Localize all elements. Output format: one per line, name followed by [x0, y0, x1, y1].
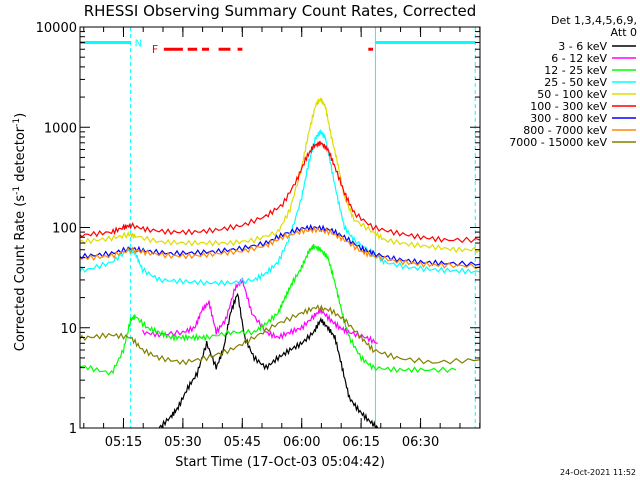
legend-header-2: Att 0 [611, 26, 637, 39]
series-6-12-kev [141, 277, 378, 345]
legend-label-50-100-kev: 50 - 100 keV [537, 88, 607, 101]
x-tick-label: 05:30 [164, 435, 201, 450]
y-tick-label: 1000 [44, 121, 77, 136]
series-12-25-kev [80, 243, 457, 376]
legend-label-6-12-kev: 6 - 12 keV [551, 52, 607, 65]
flare-label: F [152, 43, 158, 56]
x-axis-label: Start Time (17-Oct-03 05:04:42) [175, 455, 385, 470]
night-label: N [135, 39, 142, 50]
x-tick-label: 05:45 [224, 435, 261, 450]
series-25-50-kev [80, 128, 480, 287]
y-tick-label: 10 [60, 322, 77, 337]
x-tick-label: 05:15 [105, 435, 142, 450]
legend-label-300-800-kev: 300 - 800 keV [530, 112, 607, 125]
series-3-6-kev [158, 292, 379, 428]
series-7000-15000-kev [80, 304, 480, 366]
legend-label-25-50-kev: 25 - 50 keV [544, 76, 607, 89]
legend-label-7000-15000-kev: 7000 - 15000 keV [509, 136, 607, 149]
y-tick-label: 10000 [36, 21, 77, 36]
series-800-7000-kev [80, 225, 480, 270]
y-axis-label: Corrected Count Rate (s-1 detector-1) [12, 113, 28, 351]
y-tick-label: 1 [69, 422, 77, 437]
axes: 1 10 100 1000 10000 05:15 05:30 05:45 06:00 06:15… [36, 21, 481, 450]
timestamp: 24-Oct-2021 11:52 [560, 468, 636, 477]
x-tick-label: 06:30 [402, 435, 439, 450]
x-tick-label: 06:15 [342, 435, 379, 450]
legend-header-1: Det 1,3,4,5,6,9, [551, 14, 637, 27]
chart-title: RHESSI Observing Summary Count Rates, Co… [84, 2, 477, 20]
legend-label-12-25-kev: 12 - 25 keV [544, 64, 607, 77]
legend-label-800-7000-kev: 800 - 7000 keV [523, 124, 607, 137]
legend-label-100-300-kev: 100 - 300 keV [530, 100, 607, 113]
y-tick-label: 100 [52, 222, 77, 237]
x-tick-label: 06:00 [283, 435, 320, 450]
series-50-100-kev [80, 97, 480, 254]
series-100-300-kev [80, 140, 480, 244]
legend-label-3-6-kev: 3 - 6 keV [558, 40, 607, 53]
